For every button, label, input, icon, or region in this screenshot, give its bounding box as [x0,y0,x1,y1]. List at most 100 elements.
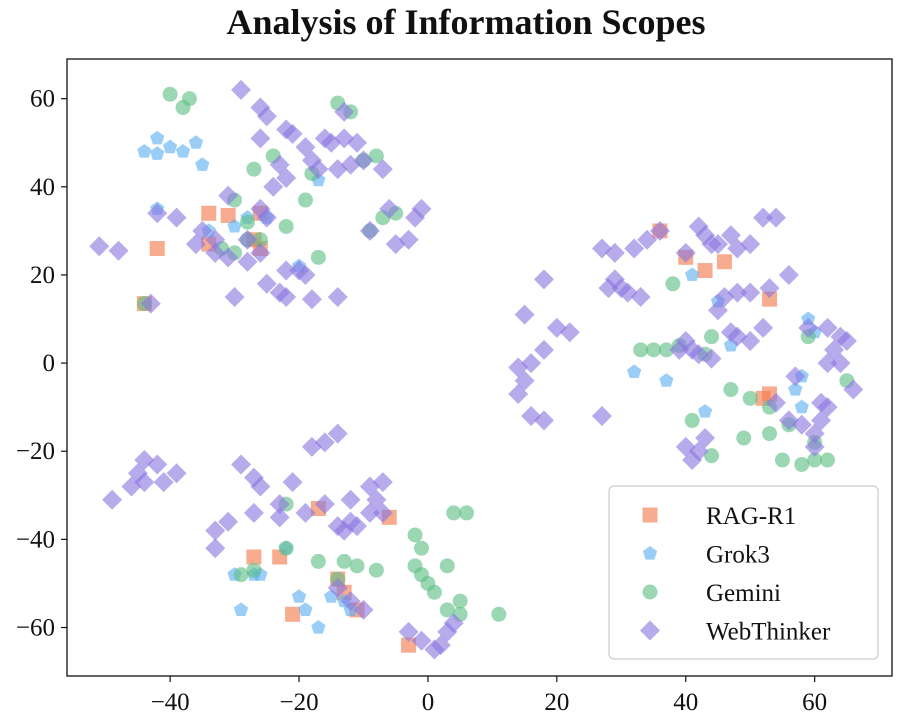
data-point [195,157,210,171]
data-point [508,383,529,404]
data-point [150,146,165,160]
data-point [740,331,761,352]
data-point [413,540,429,556]
data-point [604,242,625,263]
data-point [658,342,674,358]
data-point [263,176,284,197]
axis-ticks: −40 −20 0 20 40 60 60 40 20 0 −20 −40 −60 [16,86,827,716]
data-point [278,218,294,234]
x-tick-label: 60 [802,689,827,716]
data-point [327,159,348,180]
data-point [188,135,204,149]
legend-marker-circle [642,584,658,600]
series-webthinker [89,79,864,660]
data-point [716,254,732,270]
data-point [301,289,322,310]
data-point [349,558,365,574]
data-point [398,229,419,250]
data-point [220,207,236,223]
data-point [704,329,720,345]
data-point [765,207,786,228]
data-point [205,229,226,250]
data-point [379,198,400,219]
y-tick-label: 40 [30,174,55,201]
data-point [604,269,625,290]
data-point [256,207,277,228]
data-point [340,489,361,510]
y-tick-label: 60 [30,86,55,113]
data-point [297,192,313,208]
data-point [372,159,393,180]
data-point [149,241,165,257]
data-point [675,242,696,263]
data-point [707,300,728,321]
data-point [276,167,297,188]
data-point [368,562,384,578]
data-point [353,150,374,171]
data-point [166,207,187,228]
data-point [336,553,352,569]
data-point [218,511,239,532]
data-point [327,286,348,307]
data-point [446,505,462,521]
y-tick-label: 0 [43,350,56,377]
data-point [788,382,803,396]
data-point [804,436,825,457]
data-point [291,589,307,603]
data-point [765,392,786,413]
data-point [723,382,739,398]
data-point [794,456,810,472]
data-point [697,263,713,279]
data-point [246,549,262,565]
data-point [340,591,361,612]
data-point [359,502,380,523]
data-point [227,218,242,233]
data-point [759,278,780,299]
data-point [276,286,297,307]
data-point [407,527,423,543]
data-point [452,593,468,609]
legend: RAG-R1 Grok3 Gemini WebThinker [608,485,879,660]
data-point [697,404,713,418]
data-point [162,139,178,154]
data-point [231,79,252,100]
data-point [327,423,348,444]
data-point [646,342,662,358]
data-point [778,264,799,285]
data-point [521,353,542,374]
data-point [218,247,239,268]
data-point [89,236,110,257]
data-point [637,229,658,250]
data-point [811,392,832,413]
legend-label: WebThinker [706,619,831,646]
data-point [147,454,168,475]
data-point [233,602,249,616]
data-point [137,144,152,158]
data-point [237,251,258,272]
plot-area [89,79,864,660]
data-point [295,502,316,523]
data-point [742,390,758,406]
data-point [334,101,355,122]
data-point [372,472,393,493]
data-point [134,472,155,493]
data-point [175,144,191,158]
x-tick-label: −40 [151,689,190,716]
data-point [762,426,778,442]
y-tick-label: −20 [16,438,55,465]
data-point [314,432,335,453]
data-point [426,584,442,600]
data-point [256,106,277,127]
data-point [224,286,245,307]
legend-label: RAG-R1 [706,503,796,530]
data-point [140,293,161,314]
data-point [624,238,645,259]
data-point [830,353,851,374]
data-point [252,232,268,248]
data-point [736,430,752,446]
data-point [282,123,303,144]
data-point [239,214,255,230]
data-point [798,317,819,338]
data-point [347,132,368,153]
